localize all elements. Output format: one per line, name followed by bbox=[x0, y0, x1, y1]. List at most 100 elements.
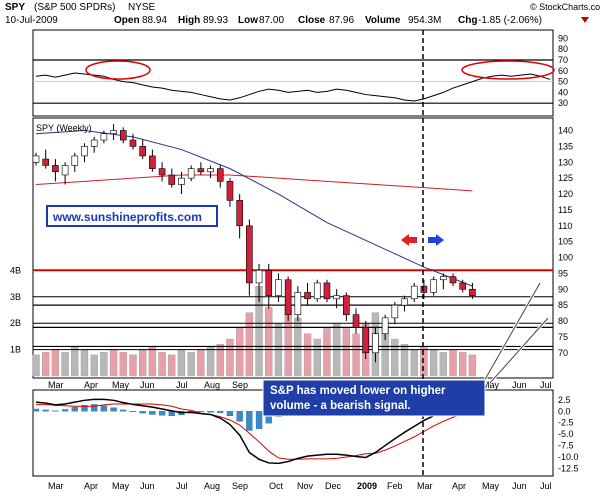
price-xaxis-label: Jun bbox=[512, 380, 527, 390]
volume-bar bbox=[168, 354, 176, 377]
price-tick-label: 115 bbox=[558, 205, 572, 215]
macd-hist-bar bbox=[61, 409, 69, 412]
macd-xaxis-label: 2009 bbox=[357, 481, 377, 491]
volume-bar bbox=[129, 354, 137, 377]
candle-body bbox=[391, 304, 399, 319]
candle-body bbox=[246, 225, 253, 284]
volume-bar bbox=[391, 338, 399, 377]
price-xaxis-label: Jul bbox=[176, 380, 188, 390]
macd-xaxis-label: Nov bbox=[297, 481, 314, 491]
volume-bar bbox=[206, 346, 215, 377]
rsi-tick-label: 80 bbox=[558, 44, 568, 54]
candle-body bbox=[71, 155, 79, 166]
macd-hist-bar bbox=[71, 407, 78, 412]
price-series: 70 75 80 85 90 95 100 105 110 115 120 125 130 135 140 bbox=[32, 124, 573, 363]
macd-xaxis-label: Sep bbox=[232, 481, 248, 491]
macd-xaxis-label: Jul bbox=[176, 481, 188, 491]
high-value: 89.93 bbox=[203, 15, 228, 26]
rsi-line bbox=[35, 72, 551, 102]
candle-body bbox=[226, 181, 234, 201]
annotation-text: S&P has moved lower on higher volume - a… bbox=[270, 385, 449, 412]
volume-bar bbox=[439, 352, 447, 377]
macd-hist-bar bbox=[236, 411, 243, 422]
price-tick-label: 110 bbox=[558, 221, 572, 231]
candle-body bbox=[139, 146, 146, 157]
candle-body bbox=[110, 130, 117, 134]
price-tick-label: 130 bbox=[558, 157, 573, 167]
volume-bar bbox=[187, 352, 195, 377]
volume-bar bbox=[323, 328, 331, 377]
candle-body bbox=[100, 133, 108, 141]
candle-body bbox=[178, 177, 185, 185]
volume-bar bbox=[303, 333, 312, 377]
candle-body bbox=[197, 168, 205, 173]
candle-body bbox=[459, 282, 467, 290]
macd-signal-line bbox=[36, 403, 473, 460]
price-tick-label: 100 bbox=[558, 253, 573, 263]
candle-body bbox=[469, 288, 476, 296]
left-arrow-icon bbox=[401, 234, 417, 246]
ma-fast-line bbox=[35, 130, 473, 287]
price-tick-label: 75 bbox=[558, 332, 568, 342]
price-xaxis-label: Jul bbox=[540, 380, 552, 390]
low-value: 87.00 bbox=[259, 15, 284, 26]
volume-bar bbox=[51, 349, 60, 377]
candle-body bbox=[61, 165, 69, 176]
rsi-highlight-left bbox=[85, 60, 151, 80]
macd-hist-bar bbox=[158, 411, 166, 416]
macd-hist-bar bbox=[226, 411, 234, 417]
macd-tick-label: -2.5 bbox=[558, 418, 574, 428]
volume-bar bbox=[177, 349, 186, 377]
macd-xaxis-label: May bbox=[482, 481, 500, 491]
volume-bar bbox=[119, 352, 127, 377]
rsi-tick-label: 50 bbox=[558, 77, 568, 87]
macd-xaxis-label: Dec bbox=[325, 481, 342, 491]
axis-labels: Mar Apr May Jun Jul Aug Sep Oct Nov Dec 2009 Feb Mar… bbox=[48, 380, 552, 491]
macd-tick-label: -12.5 bbox=[558, 463, 579, 473]
volume-bar bbox=[42, 352, 50, 377]
candle-body bbox=[52, 165, 59, 173]
rsi-tick-label: 60 bbox=[558, 66, 568, 76]
security-name: (S&P 500 SPDRs) bbox=[34, 2, 116, 13]
price-tick-label: 80 bbox=[558, 316, 568, 326]
candle-body bbox=[187, 168, 195, 179]
macd-hist-bar bbox=[255, 411, 263, 429]
volume-bar bbox=[32, 354, 40, 377]
candle-body bbox=[265, 269, 273, 296]
macd-xaxis-label: May bbox=[112, 481, 130, 491]
candle-body bbox=[352, 314, 360, 328]
volume-bar bbox=[80, 349, 89, 377]
volume-bar bbox=[245, 312, 254, 377]
price-xaxis-label: Sep bbox=[232, 380, 248, 390]
candle-body bbox=[90, 139, 98, 147]
volume-bar bbox=[265, 307, 273, 377]
macd-xaxis-label: Feb bbox=[387, 481, 403, 491]
candle-body bbox=[362, 327, 370, 354]
price-tick-label: 90 bbox=[558, 284, 568, 294]
url-box bbox=[46, 205, 218, 227]
volume-bar bbox=[410, 349, 418, 377]
volume-bar bbox=[90, 354, 98, 377]
macd-hist-bar bbox=[81, 405, 88, 412]
candle-body bbox=[149, 155, 156, 169]
volume-tick-label: 3B bbox=[10, 292, 21, 302]
close-label: Close bbox=[298, 15, 326, 26]
price-tick-label: 95 bbox=[558, 268, 568, 278]
macd-hist-bar bbox=[32, 408, 40, 412]
candle-body bbox=[119, 130, 127, 141]
price-tick-label: 70 bbox=[558, 348, 568, 358]
exchange-text: NYSE bbox=[128, 2, 156, 13]
macd-tick-label: 0.0 bbox=[558, 406, 571, 416]
macd-xaxis-label: Aug bbox=[204, 481, 220, 491]
price-xaxis-label: Apr bbox=[84, 380, 98, 390]
macd-hist-bar bbox=[100, 405, 108, 412]
down-triangle-icon bbox=[581, 17, 589, 23]
macd-xaxis-label: Jul bbox=[540, 481, 552, 491]
price-tick-label: 140 bbox=[558, 126, 573, 136]
rsi-tick-label: 40 bbox=[558, 87, 568, 97]
volume-bar bbox=[139, 349, 147, 377]
ma-slow-line bbox=[35, 174, 473, 192]
macd-xaxis-label: Jun bbox=[140, 481, 155, 491]
candle-body bbox=[168, 174, 176, 185]
macd-xaxis-label: Mar bbox=[417, 481, 433, 491]
